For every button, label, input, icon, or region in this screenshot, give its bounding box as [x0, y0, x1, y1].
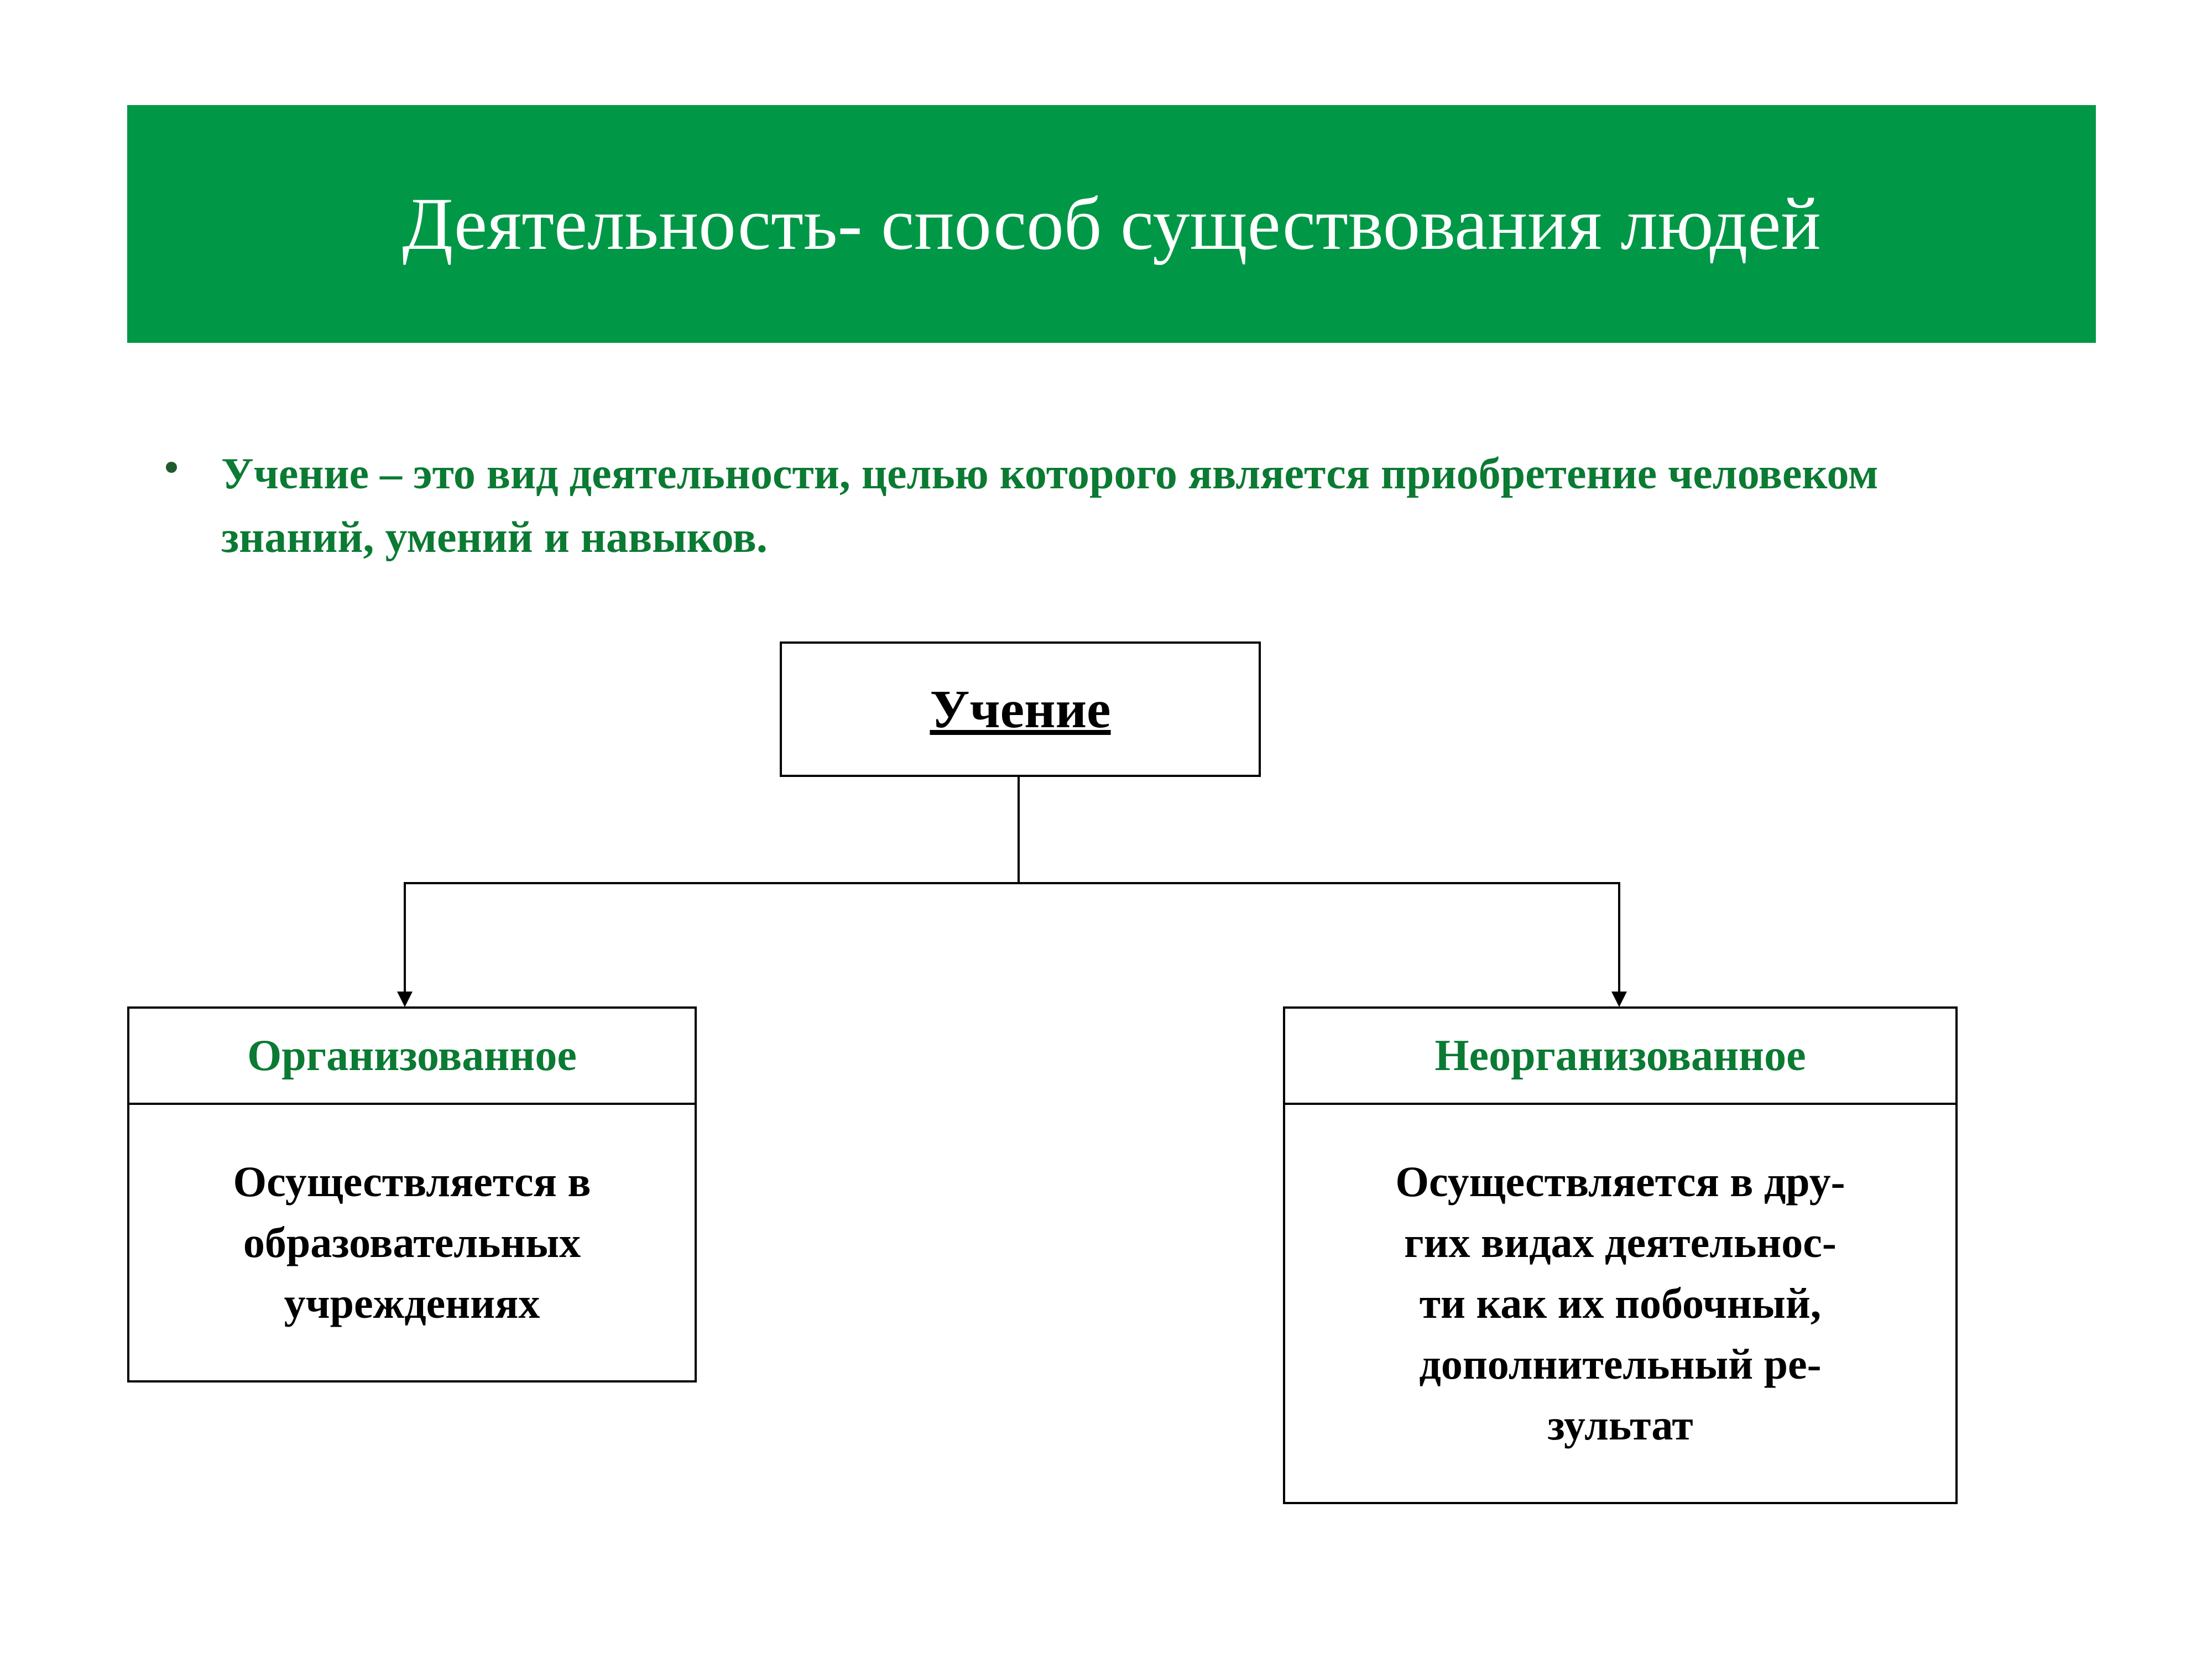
arrowhead-left-icon: [397, 992, 413, 1007]
definition-link: это вид деятельности: [413, 450, 839, 498]
right-node: Неорганизованное Осуществляется в дру- г…: [1283, 1006, 1958, 1504]
slide-title-text: Деятельность- способ существования людей: [402, 181, 1820, 267]
slide-title-bar: Деятельность- способ существования людей: [127, 105, 2096, 343]
definition-block: Учение – это вид деятельности, целью кот…: [221, 442, 2013, 570]
root-node-label: Учение: [930, 679, 1110, 740]
root-node: Учение: [780, 641, 1261, 777]
right-node-header: Неорганизованное: [1285, 1009, 1955, 1103]
connector-stub: [1018, 777, 1020, 882]
connector-vleft: [404, 882, 406, 993]
connector-vright: [1618, 882, 1620, 993]
bullet-dot-icon: [166, 462, 177, 473]
connector-hbar: [404, 882, 1620, 884]
left-node-body: Осуществляется в образовательных учрежде…: [129, 1105, 695, 1380]
slide-root: Деятельность- способ существования людей…: [0, 0, 2212, 1659]
left-node: Организованное Осуществляется в образова…: [127, 1006, 697, 1383]
right-node-body: Осуществляется в дру- гих видах деятельн…: [1285, 1105, 1955, 1502]
definition-term: Учение –: [221, 450, 413, 498]
arrowhead-right-icon: [1611, 992, 1627, 1007]
left-node-header: Организованное: [129, 1009, 695, 1103]
